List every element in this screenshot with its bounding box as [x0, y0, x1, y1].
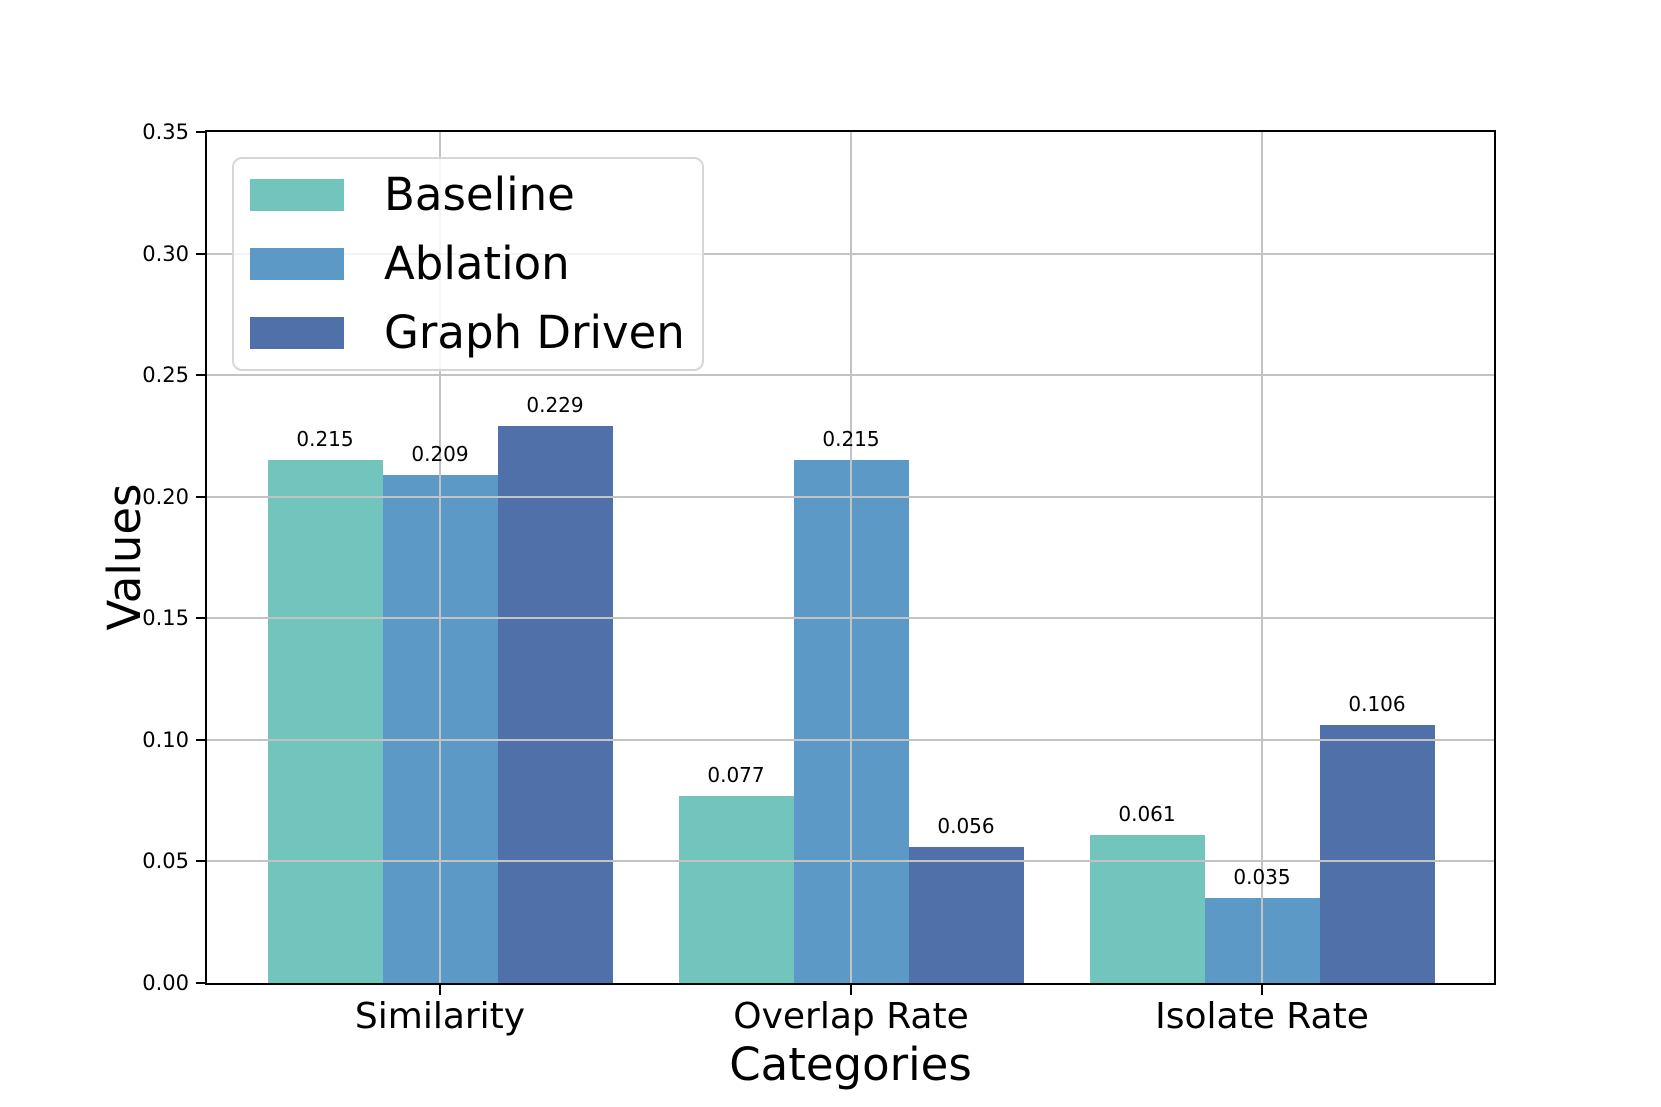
y-axis-label: Values [98, 483, 151, 631]
bar [1089, 834, 1205, 983]
bar [497, 426, 613, 983]
y-tick-mark [196, 738, 207, 741]
y-tick-mark [196, 252, 207, 255]
plot-area: 0.215 0.209 0.229 0.077 0.215 0.056 0.061 0.035… [205, 130, 1496, 985]
bar-value-label: 0.106 [1348, 692, 1406, 717]
bar-value-label: 0.229 [526, 393, 584, 418]
bar-value-label: 0.061 [1118, 801, 1176, 826]
y-tick-label: 0.05 [142, 849, 189, 874]
legend-swatch [250, 179, 344, 212]
x-tick-mark [1261, 985, 1263, 995]
bar-value-label: 0.056 [937, 813, 995, 838]
y-tick-label: 0.15 [142, 606, 189, 631]
bar-value-label: 0.077 [707, 762, 765, 787]
y-tick-label: 0.25 [142, 363, 189, 388]
v-gridline [439, 132, 441, 983]
x-tick-label: Overlap Rate [733, 996, 969, 1037]
bar [267, 460, 383, 983]
bar-value-label: 0.215 [296, 427, 354, 452]
legend-swatch [250, 316, 344, 349]
x-axis-label: Categories [729, 1038, 972, 1091]
legend-item: Graph Driven [250, 298, 702, 367]
grid-layer [207, 132, 1494, 983]
v-gridline [1261, 132, 1263, 983]
y-tick-mark [196, 495, 207, 498]
y-tick-mark [196, 860, 207, 863]
y-tick-mark [196, 982, 207, 984]
legend-label: Baseline [384, 168, 575, 222]
bar-value-label: 0.209 [411, 441, 469, 466]
legend-item: Baseline [250, 161, 702, 230]
y-tick-label: 0.30 [142, 241, 189, 266]
bar [1319, 725, 1435, 983]
bar [908, 846, 1024, 983]
legend-item: Ablation [250, 230, 702, 299]
legend-swatch [250, 248, 344, 280]
bar-value-label: 0.215 [822, 427, 880, 452]
y-tick-label: 0.35 [142, 120, 189, 144]
legend: Baseline Ablation Graph Driven [232, 157, 704, 371]
y-tick-mark [196, 617, 207, 620]
x-tick-mark [439, 985, 441, 995]
y-tick-label: 0.00 [142, 971, 189, 995]
bar-annotations-layer: 0.215 0.209 0.229 0.077 0.215 0.056 0.061 0.035… [207, 132, 1494, 983]
y-tick-mark [196, 374, 207, 377]
x-tick-mark [850, 985, 852, 995]
bar-value-label: 0.035 [1233, 864, 1291, 889]
legend-label: Graph Driven [384, 305, 685, 359]
y-tick-label: 0.10 [142, 727, 189, 752]
bar [678, 795, 794, 983]
legend-label: Ablation [384, 237, 570, 290]
x-tick-label: Isolate Rate [1155, 996, 1369, 1037]
y-tick-label: 0.20 [142, 484, 189, 509]
y-tick-mark [196, 131, 207, 133]
v-gridline [850, 132, 852, 983]
x-tick-label: Similarity [354, 996, 526, 1037]
